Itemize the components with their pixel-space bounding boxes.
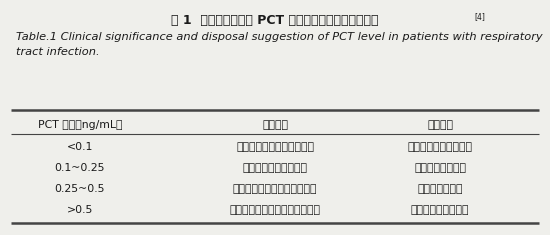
Text: 不建议使用抗生素: 不建议使用抗生素 [414,163,466,173]
Text: 临床意义: 临床意义 [262,120,288,129]
Text: 强烈建议不使用抗生素: 强烈建议不使用抗生素 [408,142,472,152]
Text: 可能存在需要治疗的细菌感染: 可能存在需要治疗的细菌感染 [233,184,317,194]
Text: >0.5: >0.5 [67,205,93,215]
Text: 表 1  呼吸道感染患者 PCT 水平的临床意义和处置建议: 表 1 呼吸道感染患者 PCT 水平的临床意义和处置建议 [171,14,379,27]
Text: 强烈建议使用抗生素: 强烈建议使用抗生素 [411,205,469,215]
Text: <0.1: <0.1 [67,142,93,152]
Text: [4]: [4] [474,12,485,21]
Text: 基本没有细菌感染的可能性: 基本没有细菌感染的可能性 [236,142,314,152]
Text: 处置建议: 处置建议 [427,120,453,129]
Text: PCT 浓度（ng/mL）: PCT 浓度（ng/mL） [37,120,122,129]
Text: 0.1~0.25: 0.1~0.25 [54,163,105,173]
Text: tract infection.: tract infection. [16,47,100,57]
Text: 细菌感染的可能性不大: 细菌感染的可能性不大 [243,163,307,173]
Text: 建议使用抗生素: 建议使用抗生素 [417,184,463,194]
Text: 0.25~0.5: 0.25~0.5 [54,184,105,194]
Text: Table.1 Clinical significance and disposal suggestion of PCT level in patients w: Table.1 Clinical significance and dispos… [16,32,543,42]
Text: 很可能存在需要治疗的细菌感染: 很可能存在需要治疗的细菌感染 [229,205,321,215]
